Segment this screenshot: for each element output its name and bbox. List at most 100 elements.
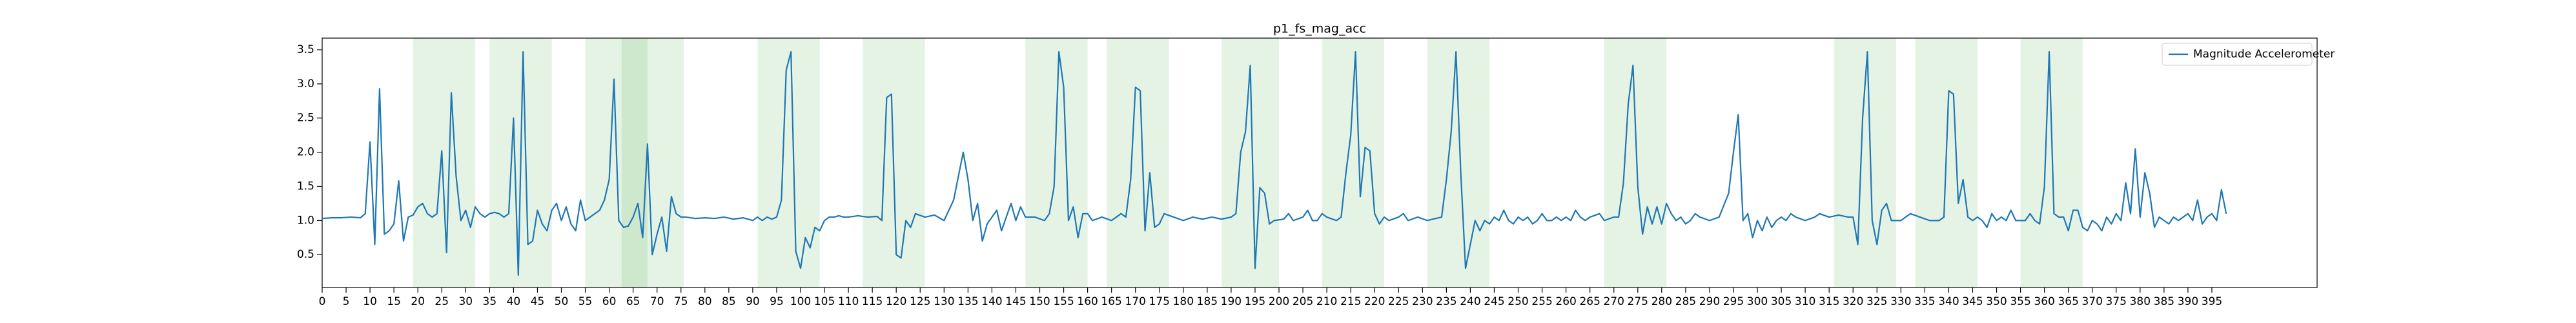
x-tick-label: 235 <box>1436 295 1457 308</box>
x-tick-label: 245 <box>1484 295 1504 308</box>
x-tick-label: 25 <box>434 295 449 308</box>
x-tick-label: 285 <box>1675 295 1696 308</box>
highlight-span <box>1604 38 1667 287</box>
x-tick-label: 85 <box>722 295 736 308</box>
y-tick-label: 2.0 <box>297 146 314 159</box>
x-tick-label: 330 <box>1890 295 1911 308</box>
x-tick-label: 75 <box>674 295 688 308</box>
x-tick-label: 255 <box>1531 295 1552 308</box>
x-tick-label: 225 <box>1388 295 1409 308</box>
x-tick-label: 115 <box>862 295 883 308</box>
x-tick-label: 155 <box>1053 295 1074 308</box>
legend: Magnitude Accelerometer <box>2162 43 2335 66</box>
x-tick-label: 220 <box>1364 295 1385 308</box>
x-tick-label: 325 <box>1866 295 1887 308</box>
x-tick-label: 280 <box>1651 295 1672 308</box>
x-tick-label: 50 <box>555 295 569 308</box>
x-tick-label: 110 <box>838 295 859 308</box>
x-tick-label: 395 <box>2202 295 2222 308</box>
highlight-span <box>1322 38 1385 287</box>
x-tick-label: 120 <box>886 295 906 308</box>
x-tick-label: 0 <box>319 295 326 308</box>
y-tick-label: 1.0 <box>297 214 314 227</box>
legend-box <box>2162 43 2313 66</box>
x-tick-label: 380 <box>2130 295 2151 308</box>
x-tick-label: 335 <box>1914 295 1935 308</box>
x-tick-label: 70 <box>650 295 664 308</box>
x-tick-label: 145 <box>1005 295 1026 308</box>
x-tick-label: 365 <box>2058 295 2078 308</box>
x-tick-label: 15 <box>387 295 401 308</box>
x-tick-label: 5 <box>343 295 350 308</box>
x-tick-label: 310 <box>1795 295 1815 308</box>
highlight-span <box>1025 38 1088 287</box>
highlight-span <box>621 38 684 287</box>
y-tick-label: 1.5 <box>297 180 314 193</box>
x-tick-label: 360 <box>2034 295 2054 308</box>
x-tick-label: 45 <box>531 295 545 308</box>
x-tick-label: 150 <box>1029 295 1050 308</box>
highlight-span <box>1107 38 1169 287</box>
chart-title: p1_fs_mag_acc <box>1273 22 1366 36</box>
y-tick-label: 3.0 <box>297 78 314 90</box>
x-tick-label: 175 <box>1149 295 1170 308</box>
x-tick-label: 30 <box>458 295 473 308</box>
x-tick-label: 130 <box>934 295 954 308</box>
x-tick-label: 375 <box>2106 295 2127 308</box>
x-tick-label: 230 <box>1412 295 1433 308</box>
y-tick-label: 2.5 <box>297 112 314 125</box>
x-tick-label: 345 <box>1962 295 1983 308</box>
x-tick-label: 100 <box>790 295 811 308</box>
x-tick-label: 40 <box>507 295 521 308</box>
x-tick-label: 270 <box>1603 295 1624 308</box>
x-tick-label: 160 <box>1077 295 1098 308</box>
x-tick-label: 35 <box>483 295 497 308</box>
highlight-span <box>2020 38 2083 287</box>
x-tick-label: 350 <box>1986 295 2007 308</box>
x-tick-label: 10 <box>363 295 377 308</box>
x-tick-label: 140 <box>981 295 1002 308</box>
x-tick-label: 260 <box>1555 295 1576 308</box>
x-tick-label: 95 <box>770 295 784 308</box>
x-tick-label: 265 <box>1579 295 1600 308</box>
x-tick-label: 340 <box>1938 295 1959 308</box>
x-tick-label: 210 <box>1316 295 1337 308</box>
x-tick-label: 190 <box>1221 295 1242 308</box>
highlight-span <box>757 38 820 287</box>
x-tick-label: 205 <box>1293 295 1313 308</box>
x-tick-label: 105 <box>814 295 835 308</box>
x-tick-label: 200 <box>1269 295 1289 308</box>
x-tick-label: 80 <box>698 295 712 308</box>
x-tick-label: 305 <box>1771 295 1792 308</box>
x-tick-label: 185 <box>1197 295 1218 308</box>
x-tick-label: 55 <box>578 295 593 308</box>
x-tick-label: 320 <box>1843 295 1863 308</box>
x-tick-label: 20 <box>411 295 425 308</box>
x-tick-label: 290 <box>1699 295 1720 308</box>
y-tick-label: 0.5 <box>297 248 314 261</box>
x-tick-label: 295 <box>1723 295 1744 308</box>
x-tick-label: 170 <box>1125 295 1145 308</box>
x-tick-label: 125 <box>910 295 930 308</box>
x-tick-label: 60 <box>602 295 617 308</box>
x-tick-label: 300 <box>1747 295 1768 308</box>
x-tick-label: 65 <box>626 295 640 308</box>
x-tick-label: 250 <box>1508 295 1528 308</box>
data-line <box>322 51 2227 276</box>
x-tick-label: 135 <box>957 295 978 308</box>
x-tick-label: 275 <box>1628 295 1648 308</box>
legend-label: Magnitude Accelerometer <box>2193 48 2335 61</box>
x-tick-label: 165 <box>1101 295 1121 308</box>
x-tick-label: 90 <box>746 295 760 308</box>
x-tick-label: 355 <box>2010 295 2030 308</box>
x-tick-label: 370 <box>2082 295 2103 308</box>
x-tick-label: 240 <box>1460 295 1480 308</box>
plot-frame <box>322 37 2318 288</box>
highlight-span <box>1427 38 1490 287</box>
y-tick-label: 3.5 <box>297 43 314 56</box>
x-tick-label: 215 <box>1340 295 1361 308</box>
x-tick-label: 180 <box>1173 295 1194 308</box>
highlight-span <box>413 38 476 287</box>
